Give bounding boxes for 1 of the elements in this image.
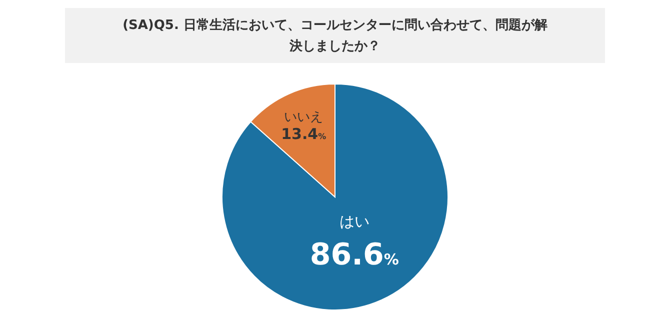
chart-title: (SA)Q5. 日常生活において、コールセンターに問い合わせて、問題が解決しましたか？ bbox=[122, 16, 548, 56]
